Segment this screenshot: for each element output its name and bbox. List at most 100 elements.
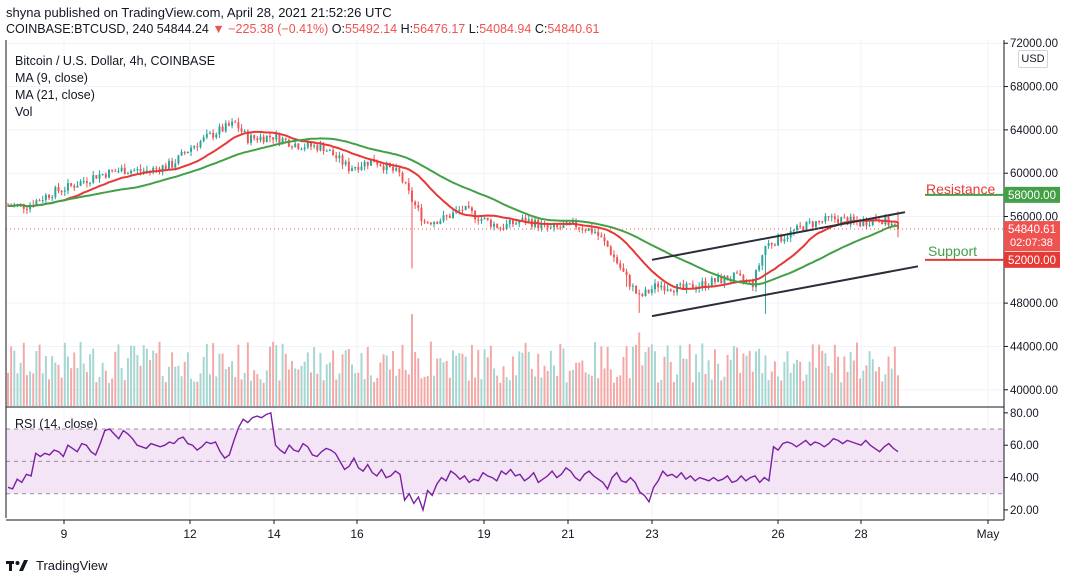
- candle-body: [603, 237, 606, 242]
- volume-bar: [493, 368, 496, 406]
- volume-bar: [837, 356, 840, 406]
- volume-bar: [275, 345, 278, 406]
- volume-bar: [871, 359, 874, 406]
- annotations: Resistance Support 58000.00 52000.00 54840.6…: [925, 181, 1060, 268]
- candle-body: [231, 121, 234, 126]
- candle-body: [35, 200, 38, 206]
- candle-body: [691, 284, 694, 290]
- candle-body: [840, 217, 843, 224]
- volume-bar: [395, 375, 398, 406]
- volume-bar: [638, 332, 641, 406]
- volume-bar: [215, 376, 218, 406]
- volume-bar: [818, 344, 821, 406]
- low-value: 54084.94: [479, 22, 532, 36]
- legend-vol[interactable]: Vol: [15, 105, 33, 119]
- candle-body: [73, 185, 76, 188]
- candle-body: [553, 224, 555, 228]
- candle-body: [319, 144, 322, 151]
- volume-bar: [294, 368, 297, 406]
- candle-body: [294, 143, 297, 148]
- volume-bar: [363, 379, 366, 406]
- candle-body: [622, 267, 625, 272]
- candle-body: [70, 183, 73, 186]
- publisher-line: shyna published on TradingView.com, Apri…: [6, 5, 392, 20]
- volume-bar: [559, 343, 562, 406]
- volume-bar: [578, 362, 581, 406]
- volume-bar: [439, 358, 442, 406]
- volume-bar: [199, 373, 202, 406]
- candle-body: [190, 147, 193, 152]
- volume-bar: [729, 359, 732, 406]
- volume-bar: [209, 374, 211, 406]
- candle-body: [732, 272, 735, 281]
- volume-bar: [524, 342, 527, 406]
- volume-bar: [748, 350, 751, 406]
- candle-body: [287, 139, 290, 147]
- candle-body: [461, 209, 464, 211]
- volume-bar: [385, 355, 388, 406]
- candle-body: [250, 135, 252, 143]
- candle-body: [723, 276, 726, 284]
- candle-body: [369, 159, 372, 166]
- candle-body: [114, 170, 117, 172]
- volume-bar: [647, 347, 650, 406]
- candle-body: [818, 221, 821, 223]
- footer-brand[interactable]: TradingView: [6, 557, 108, 576]
- volume-bar: [344, 350, 347, 406]
- volume-bar: [51, 356, 54, 406]
- candle-body: [515, 223, 518, 225]
- volume-bar: [764, 355, 767, 406]
- candle-body: [76, 185, 79, 188]
- volume-bar: [884, 374, 887, 406]
- volume-bar: [849, 352, 852, 406]
- candle-body: [25, 208, 28, 210]
- candle-body: [644, 289, 647, 296]
- candle-body: [470, 207, 473, 212]
- candle-body: [846, 217, 849, 225]
- candle-body: [328, 150, 331, 152]
- candle-body: [310, 142, 312, 147]
- volume-bar: [669, 361, 672, 406]
- volume-bar: [332, 350, 335, 406]
- open-value: 55492.14: [345, 22, 398, 36]
- candle-body: [467, 205, 470, 208]
- candle-body: [395, 167, 398, 171]
- candle-body: [609, 246, 612, 255]
- candle-body: [240, 128, 243, 132]
- candle-body: [98, 174, 101, 179]
- countdown-text: 02:07:38: [1010, 237, 1053, 249]
- volume-bar: [63, 342, 66, 406]
- volume-bar: [111, 378, 114, 406]
- volume-bar: [537, 353, 540, 406]
- currency-button[interactable]: USD: [1018, 50, 1048, 68]
- candle-body: [63, 190, 66, 192]
- volume-bar: [467, 380, 470, 406]
- candle-body: [205, 133, 208, 138]
- legend-ma9[interactable]: MA (9, close): [15, 71, 88, 85]
- time-tick-label: 9: [61, 527, 68, 541]
- volume-bar: [650, 344, 653, 406]
- volume-bar: [426, 376, 429, 406]
- candle-body: [871, 218, 874, 225]
- volume-bar: [773, 361, 776, 406]
- volume-bar: [660, 379, 663, 406]
- volume-bar: [325, 364, 328, 406]
- volume-bar: [761, 373, 764, 406]
- volume-bar: [770, 371, 773, 406]
- candle-body: [145, 170, 148, 172]
- volume-bar: [736, 347, 739, 406]
- candle-body: [799, 225, 802, 227]
- volume-bar: [114, 351, 117, 406]
- close-label: C:: [534, 22, 548, 36]
- volume-bar: [808, 361, 811, 406]
- candle-body: [297, 143, 300, 150]
- volume-bar: [373, 382, 376, 406]
- candle-body: [701, 281, 704, 287]
- volume-bar: [717, 363, 720, 406]
- candle-body: [183, 152, 186, 154]
- volume-bar: [152, 350, 155, 406]
- volume-bar: [859, 378, 862, 406]
- candle-body: [486, 217, 489, 220]
- legend-ma21[interactable]: MA (21, close): [15, 88, 95, 102]
